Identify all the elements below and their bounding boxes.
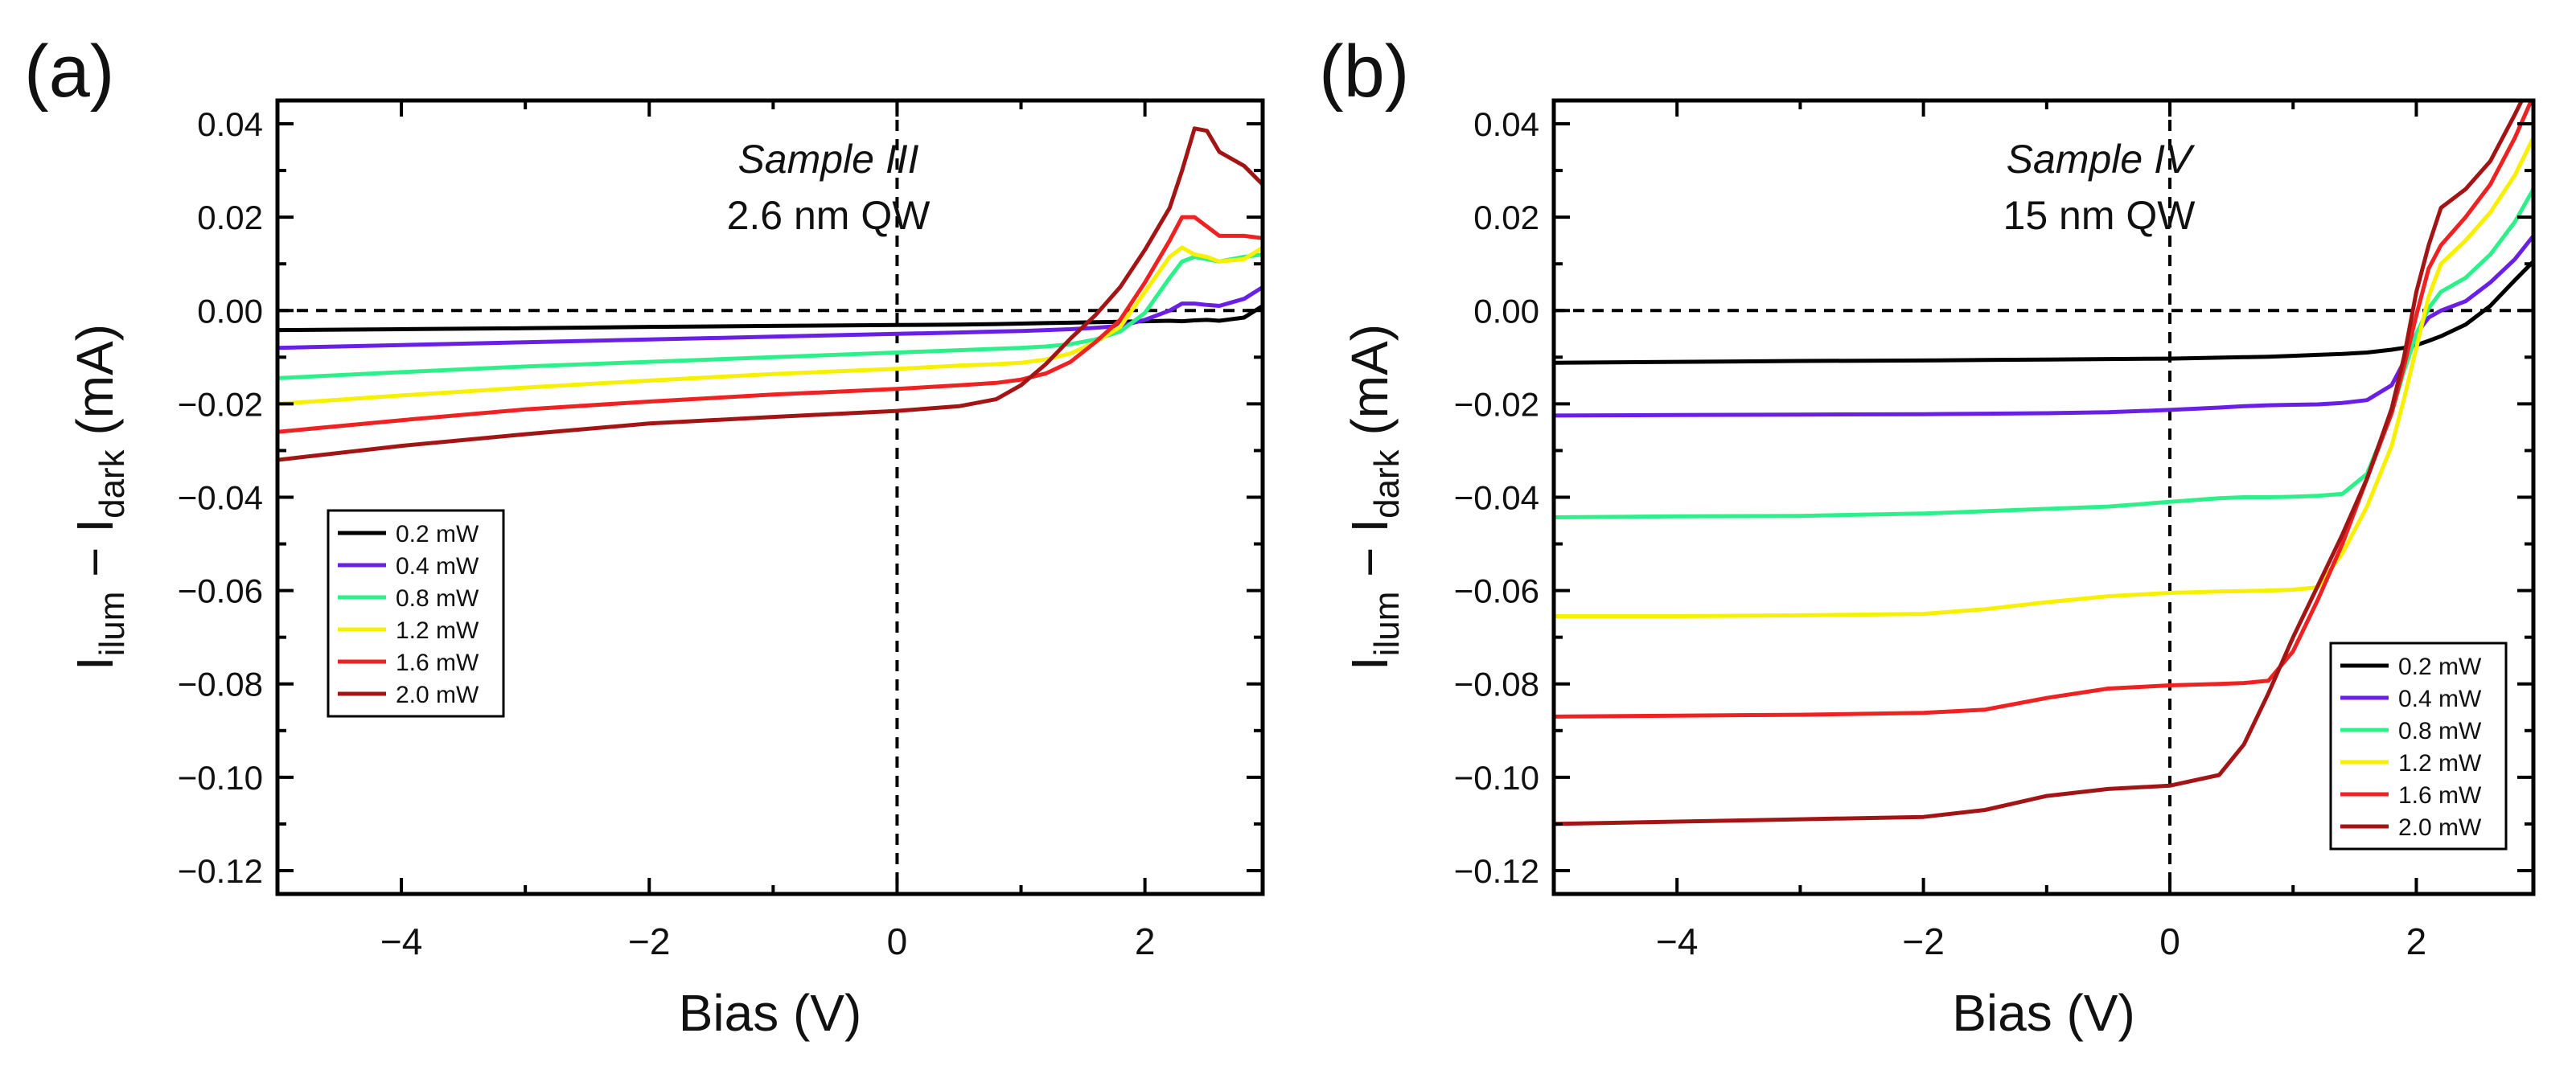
x-tick-label: −4 — [380, 920, 422, 962]
sample-annotation: Sample III — [737, 137, 918, 182]
x-tick-label: 2 — [1135, 920, 1156, 962]
y-tick-label: 0.02 — [1473, 199, 1539, 236]
legend-label: 1.2 mW — [2398, 750, 2482, 777]
x-tick-label: −2 — [1902, 920, 1944, 962]
series-group — [277, 126, 1263, 462]
sample-annotation: Sample IV — [2007, 137, 2196, 182]
x-tick-label: −4 — [1656, 920, 1698, 962]
series-line-0-4-mw — [277, 285, 1263, 351]
legend-label: 2.0 mW — [396, 682, 479, 708]
y-axis-label: Iilum − Idark (mA) — [66, 324, 132, 670]
legend-label: 1.6 mW — [2398, 782, 2482, 809]
y-tick-label: −0.08 — [178, 666, 263, 703]
legend-label: 0.4 mW — [2398, 686, 2482, 712]
y-tick-label: −0.06 — [178, 572, 263, 610]
legend-label: 1.2 mW — [396, 617, 479, 644]
legend-label: 0.2 mW — [2398, 654, 2482, 680]
y-tick-label: 0.00 — [1473, 292, 1539, 330]
legend-box — [327, 509, 505, 718]
x-tick-label: 2 — [2406, 920, 2427, 962]
x-tick-label: 0 — [887, 920, 908, 962]
series-line-0-8-mw — [277, 252, 1263, 380]
legend-label: 0.8 mW — [396, 585, 479, 612]
y-tick-label: −0.02 — [178, 385, 263, 423]
series-line-2-0-mw — [1554, 100, 2525, 826]
legend-label: 0.8 mW — [2398, 718, 2482, 744]
y-tick-label: −0.06 — [1454, 572, 1539, 610]
legend: 0.2 mW 0.4 mW 0.8 mW 1.2 mW 1.6 mW 2.0 mW — [2329, 642, 2508, 851]
x-axis-label: Bias (V) — [1952, 984, 2135, 1042]
chart-panel-b: (b) −4 −2 0 2 0.04 0.02 0.00 −0.02 −0.04 −0.06 −0.0… — [1319, 31, 2536, 1042]
qw-annotation: 15 nm QW — [2003, 193, 2196, 238]
series-group — [1554, 100, 2533, 826]
legend: 0.2 mW 0.4 mW 0.8 mW 1.2 mW 1.6 mW 2.0 mW — [327, 509, 505, 718]
series-line-1-2-mw — [277, 245, 1263, 406]
legend-label: 2.0 mW — [2398, 814, 2482, 841]
legend-label: 1.6 mW — [396, 650, 479, 676]
series-line-1-6-mw — [277, 215, 1263, 434]
y-tick-label: −0.04 — [1454, 479, 1539, 517]
chart-panel-a: (a) −4 −2 0 2 0.04 0.02 0.00 −0.02 −0.04 −0.06 −0.0… — [24, 31, 1265, 1042]
y-tick-label: −0.04 — [178, 479, 263, 517]
x-tick-label: −2 — [628, 920, 670, 962]
qw-annotation: 2.6 nm QW — [727, 193, 931, 238]
series-line-1-2-mw — [1554, 135, 2533, 618]
y-tick-label: −0.12 — [1454, 852, 1539, 890]
series-line-2-0-mw — [277, 126, 1263, 462]
series-line-0-2-mw — [277, 304, 1263, 333]
y-tick-label: 0.02 — [197, 199, 263, 236]
series-line-1-6-mw — [1554, 100, 2533, 719]
x-axis-label: Bias (V) — [679, 984, 862, 1042]
y-tick-label: −0.08 — [1454, 666, 1539, 703]
panel-label: (a) — [24, 31, 114, 113]
y-tick-label: −0.10 — [178, 759, 263, 797]
y-tick-label: 0.00 — [197, 292, 263, 330]
series-line-0-8-mw — [1554, 187, 2533, 519]
y-tick-label: −0.10 — [1454, 759, 1539, 797]
x-tick-label: 0 — [2159, 920, 2180, 962]
legend-box — [2329, 642, 2508, 851]
y-axis-label: Iilum − Idark (mA) — [1341, 324, 1407, 670]
series-line-0-2-mw — [1554, 259, 2533, 365]
y-tick-label: −0.02 — [1454, 385, 1539, 423]
y-tick-label: −0.12 — [178, 852, 263, 890]
series-line-0-4-mw — [1554, 233, 2533, 418]
y-tick-label: 0.04 — [197, 105, 263, 143]
legend-label: 0.2 mW — [396, 521, 479, 547]
y-tick-label: 0.04 — [1473, 105, 1539, 143]
panel-label: (b) — [1319, 31, 1409, 113]
legend-label: 0.4 mW — [396, 553, 479, 580]
